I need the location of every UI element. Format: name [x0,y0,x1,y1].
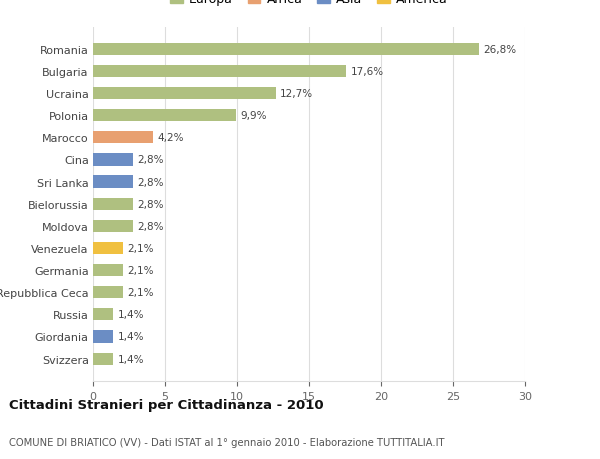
Bar [93,110,236,122]
Text: 2,8%: 2,8% [137,199,164,209]
Text: 26,8%: 26,8% [483,45,517,55]
Text: 9,9%: 9,9% [240,111,266,121]
Text: 1,4%: 1,4% [118,310,144,319]
Bar [93,308,113,321]
Bar [93,154,133,166]
Text: 17,6%: 17,6% [351,67,384,77]
Bar [93,353,113,365]
Text: COMUNE DI BRIATICO (VV) - Dati ISTAT al 1° gennaio 2010 - Elaborazione TUTTITALI: COMUNE DI BRIATICO (VV) - Dati ISTAT al … [9,437,445,448]
Text: 2,1%: 2,1% [128,265,154,275]
Bar [93,264,123,277]
Bar [93,330,113,343]
Bar [93,220,133,232]
Legend: Europa, Africa, Asia, America: Europa, Africa, Asia, America [170,0,448,6]
Bar [93,242,123,254]
Text: 1,4%: 1,4% [118,354,144,364]
Text: 2,8%: 2,8% [137,155,164,165]
Bar [93,198,133,210]
Text: Cittadini Stranieri per Cittadinanza - 2010: Cittadini Stranieri per Cittadinanza - 2… [9,398,323,411]
Text: 1,4%: 1,4% [118,332,144,342]
Text: 2,8%: 2,8% [137,177,164,187]
Bar [93,286,123,299]
Text: 2,8%: 2,8% [137,221,164,231]
Bar [93,88,276,100]
Bar [93,176,133,188]
Bar [93,132,154,144]
Bar [93,66,346,78]
Bar [93,44,479,56]
Text: 2,1%: 2,1% [128,288,154,297]
Text: 12,7%: 12,7% [280,89,313,99]
Text: 2,1%: 2,1% [128,243,154,253]
Text: 4,2%: 4,2% [158,133,184,143]
